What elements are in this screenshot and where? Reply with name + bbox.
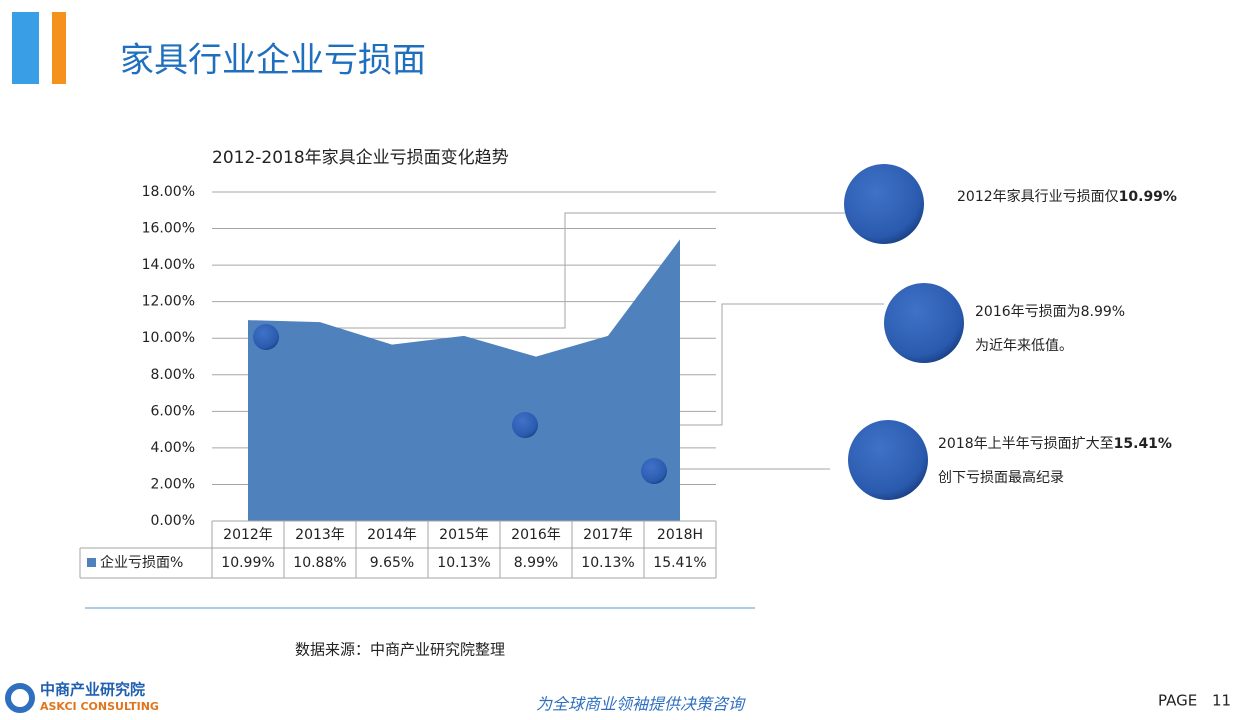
- x-tick-label: 2018H: [657, 527, 703, 543]
- annotation-line: 2018年上半年亏损面扩大至: [938, 436, 1114, 452]
- value-label: 9.65%: [370, 555, 414, 571]
- y-tick-label: 8.00%: [151, 367, 195, 383]
- annotation-line: 为近年来低值。: [975, 338, 1073, 354]
- y-tick-label: 0.00%: [151, 513, 195, 529]
- annotation-text: 2012年家具行业亏损面仅10.99%: [957, 188, 1177, 205]
- decor-dot: [641, 458, 667, 484]
- annotation-text: 为近年来低值。: [975, 338, 1073, 354]
- x-tick-label: 2017年: [583, 527, 633, 543]
- value-label: 15.41%: [653, 555, 706, 571]
- logo-icon: [5, 683, 35, 713]
- x-tick-label: 2016年: [511, 527, 561, 543]
- chart-title: 2012-2018年家具企业亏损面变化趋势: [212, 148, 509, 168]
- y-tick-label: 2.00%: [151, 476, 195, 492]
- y-tick-label: 12.00%: [142, 294, 195, 310]
- y-tick-label: 18.00%: [142, 184, 195, 200]
- annotation-line: 2016年亏损面为8.99%: [975, 304, 1125, 320]
- x-tick-label: 2013年: [295, 527, 345, 543]
- legend-label: 企业亏损面%: [100, 554, 183, 571]
- annotation-text: 创下亏损面最高纪录: [938, 469, 1064, 486]
- x-tick-label: 2015年: [439, 527, 489, 543]
- value-label: 10.13%: [581, 555, 634, 571]
- header-bar: [12, 12, 39, 84]
- header-accent: [52, 12, 66, 84]
- page-label: PAGE: [1158, 692, 1197, 710]
- y-tick-label: 14.00%: [142, 257, 195, 273]
- annotation-text: 2016年亏损面为8.99%: [975, 304, 1125, 320]
- area: [248, 239, 680, 521]
- value-label: 10.88%: [293, 555, 346, 571]
- page-number: 11: [1212, 692, 1231, 710]
- page-title: 家具行业企业亏损面: [120, 41, 426, 81]
- y-tick-label: 16.00%: [142, 221, 195, 237]
- legend-swatch: [87, 558, 96, 567]
- decor-balls: [844, 164, 964, 500]
- logo-en: ASKCI CONSULTING: [40, 700, 159, 713]
- decor-dot: [253, 324, 279, 350]
- value-label: 8.99%: [514, 555, 558, 571]
- annotation-highlight: 15.41%: [1114, 436, 1172, 452]
- decor-dot: [512, 412, 538, 438]
- annotation-text: 2018年上半年亏损面扩大至15.41%: [938, 436, 1172, 452]
- value-label: 10.13%: [437, 555, 490, 571]
- annotation-line: 创下亏损面最高纪录: [938, 469, 1064, 486]
- logo-cn: 中商产业研究院: [40, 681, 145, 699]
- source: 数据来源：中商产业研究院整理: [295, 641, 505, 659]
- value-label: 10.99%: [221, 555, 274, 571]
- y-tick-label: 6.00%: [151, 403, 195, 419]
- plot: [212, 191, 716, 522]
- x-tick-label: 2014年: [367, 527, 417, 543]
- y-tick-label: 10.00%: [142, 330, 195, 346]
- annotation-line: 2012年家具行业亏损面仅: [957, 188, 1119, 205]
- slogan: 为全球商业领袖提供决策咨询: [536, 695, 746, 714]
- x-tick-label: 2012年: [223, 527, 273, 543]
- annotation-highlight: 10.99%: [1119, 189, 1177, 205]
- y-tick-label: 4.00%: [151, 440, 195, 456]
